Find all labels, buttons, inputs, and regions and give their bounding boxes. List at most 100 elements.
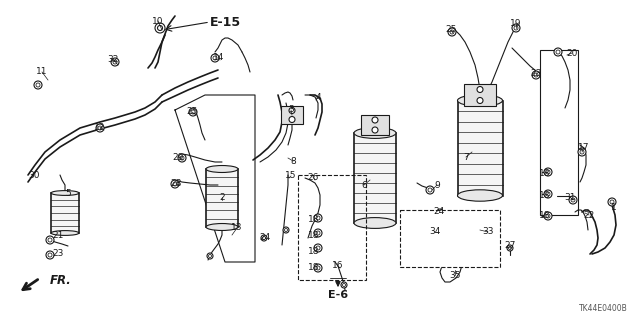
Text: 17: 17	[579, 144, 589, 152]
Circle shape	[155, 23, 165, 33]
Circle shape	[437, 209, 443, 215]
Circle shape	[96, 124, 104, 132]
Text: 14: 14	[213, 53, 225, 62]
Ellipse shape	[354, 128, 396, 138]
Text: 2: 2	[219, 192, 225, 202]
Text: FR.: FR.	[50, 273, 72, 286]
Text: 5: 5	[65, 189, 71, 197]
Bar	[361, 115, 389, 135]
Circle shape	[113, 60, 117, 64]
Circle shape	[477, 86, 483, 93]
Text: 1: 1	[611, 203, 617, 211]
Text: 12: 12	[94, 122, 106, 131]
Circle shape	[473, 227, 477, 231]
Circle shape	[314, 244, 322, 252]
Circle shape	[98, 126, 102, 130]
Text: 10: 10	[152, 17, 164, 26]
Circle shape	[314, 229, 322, 237]
Circle shape	[171, 180, 179, 188]
Circle shape	[314, 214, 322, 222]
Circle shape	[534, 73, 538, 77]
Text: 32: 32	[108, 55, 118, 63]
Text: 7: 7	[463, 152, 469, 161]
Circle shape	[438, 211, 442, 213]
Text: E-15: E-15	[209, 16, 241, 28]
Text: 19: 19	[510, 19, 522, 28]
Circle shape	[509, 247, 511, 249]
Circle shape	[532, 71, 540, 79]
Text: 18: 18	[308, 247, 320, 256]
Circle shape	[544, 212, 552, 220]
Text: 28: 28	[170, 180, 182, 189]
Text: 24: 24	[433, 207, 445, 217]
Ellipse shape	[206, 166, 238, 173]
Circle shape	[34, 81, 42, 89]
Circle shape	[608, 198, 616, 206]
Circle shape	[46, 251, 54, 259]
Circle shape	[180, 156, 184, 160]
Circle shape	[262, 236, 266, 240]
Text: 15: 15	[285, 172, 297, 181]
Text: 6: 6	[361, 181, 367, 189]
Circle shape	[610, 200, 614, 204]
Circle shape	[36, 83, 40, 87]
Bar	[51, 193, 79, 233]
Circle shape	[448, 28, 456, 36]
Circle shape	[580, 150, 584, 154]
Circle shape	[191, 110, 195, 114]
Circle shape	[569, 196, 577, 204]
Text: 18: 18	[540, 211, 551, 220]
Circle shape	[111, 58, 119, 66]
Circle shape	[433, 230, 437, 234]
Circle shape	[512, 24, 520, 32]
Bar	[400, 210, 500, 267]
Ellipse shape	[206, 224, 238, 231]
Text: 18: 18	[540, 190, 551, 199]
Text: E-6: E-6	[328, 290, 348, 300]
Circle shape	[571, 198, 575, 202]
Text: 23: 23	[531, 69, 541, 78]
Ellipse shape	[51, 190, 79, 196]
Circle shape	[316, 266, 320, 270]
Circle shape	[544, 168, 552, 176]
Circle shape	[209, 255, 211, 257]
Text: 3: 3	[288, 106, 294, 115]
Circle shape	[48, 238, 52, 242]
Text: 18: 18	[540, 168, 551, 177]
Circle shape	[316, 231, 320, 235]
Circle shape	[342, 284, 346, 286]
Circle shape	[289, 116, 295, 122]
Bar	[281, 106, 303, 124]
Circle shape	[471, 225, 479, 233]
Circle shape	[578, 148, 586, 156]
Circle shape	[285, 228, 287, 232]
Ellipse shape	[458, 190, 502, 201]
Circle shape	[48, 253, 52, 257]
Circle shape	[372, 117, 378, 123]
Circle shape	[213, 56, 217, 60]
Text: 24: 24	[259, 234, 271, 242]
Text: 35: 35	[449, 271, 461, 279]
Text: 22: 22	[584, 211, 595, 219]
Text: 25: 25	[445, 26, 457, 34]
Text: 11: 11	[36, 68, 48, 77]
Text: 25: 25	[186, 108, 198, 116]
Ellipse shape	[51, 231, 79, 235]
Bar	[464, 84, 496, 106]
Text: 4: 4	[315, 93, 321, 101]
Bar	[458, 100, 502, 196]
Bar	[206, 169, 238, 227]
Circle shape	[428, 188, 432, 192]
Circle shape	[316, 216, 320, 220]
Circle shape	[556, 50, 560, 54]
Circle shape	[546, 170, 550, 174]
Text: 9: 9	[434, 181, 440, 189]
Circle shape	[426, 186, 434, 194]
Text: 30: 30	[28, 172, 40, 181]
Circle shape	[207, 253, 213, 259]
Circle shape	[289, 108, 295, 114]
Text: 29: 29	[172, 152, 184, 161]
Circle shape	[283, 227, 289, 233]
Circle shape	[450, 30, 454, 34]
Text: TK44E0400B: TK44E0400B	[579, 304, 628, 313]
